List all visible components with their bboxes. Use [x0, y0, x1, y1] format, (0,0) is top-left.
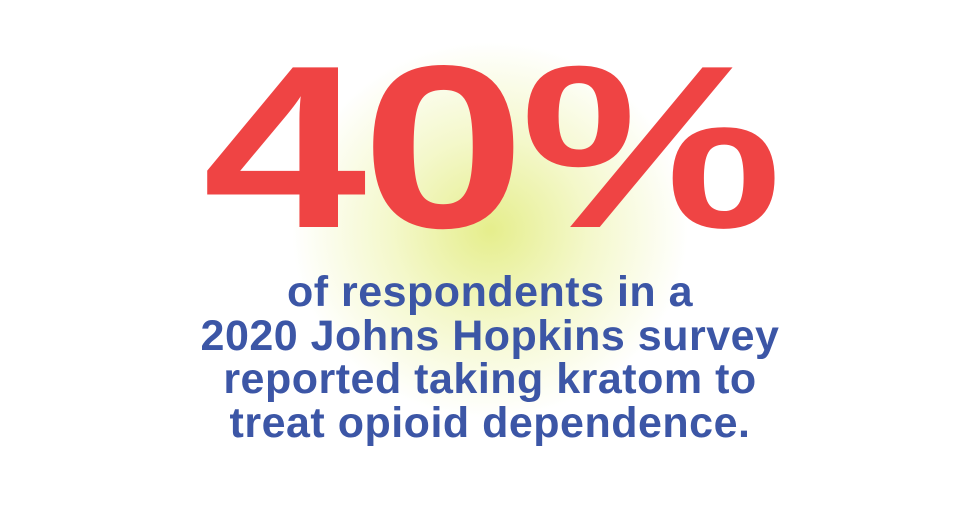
caption: of respondents in a 2020 Johns Hopkins s… [0, 268, 980, 447]
statistic-value: 40% [202, 18, 783, 277]
background-glow [290, 40, 690, 420]
caption-line: of respondents in a [286, 268, 694, 316]
caption-line: 2020 Johns Hopkins survey [200, 311, 780, 360]
caption-line: reported taking kratom to [223, 355, 757, 403]
caption-line: treat opioid dependence. [229, 398, 751, 447]
